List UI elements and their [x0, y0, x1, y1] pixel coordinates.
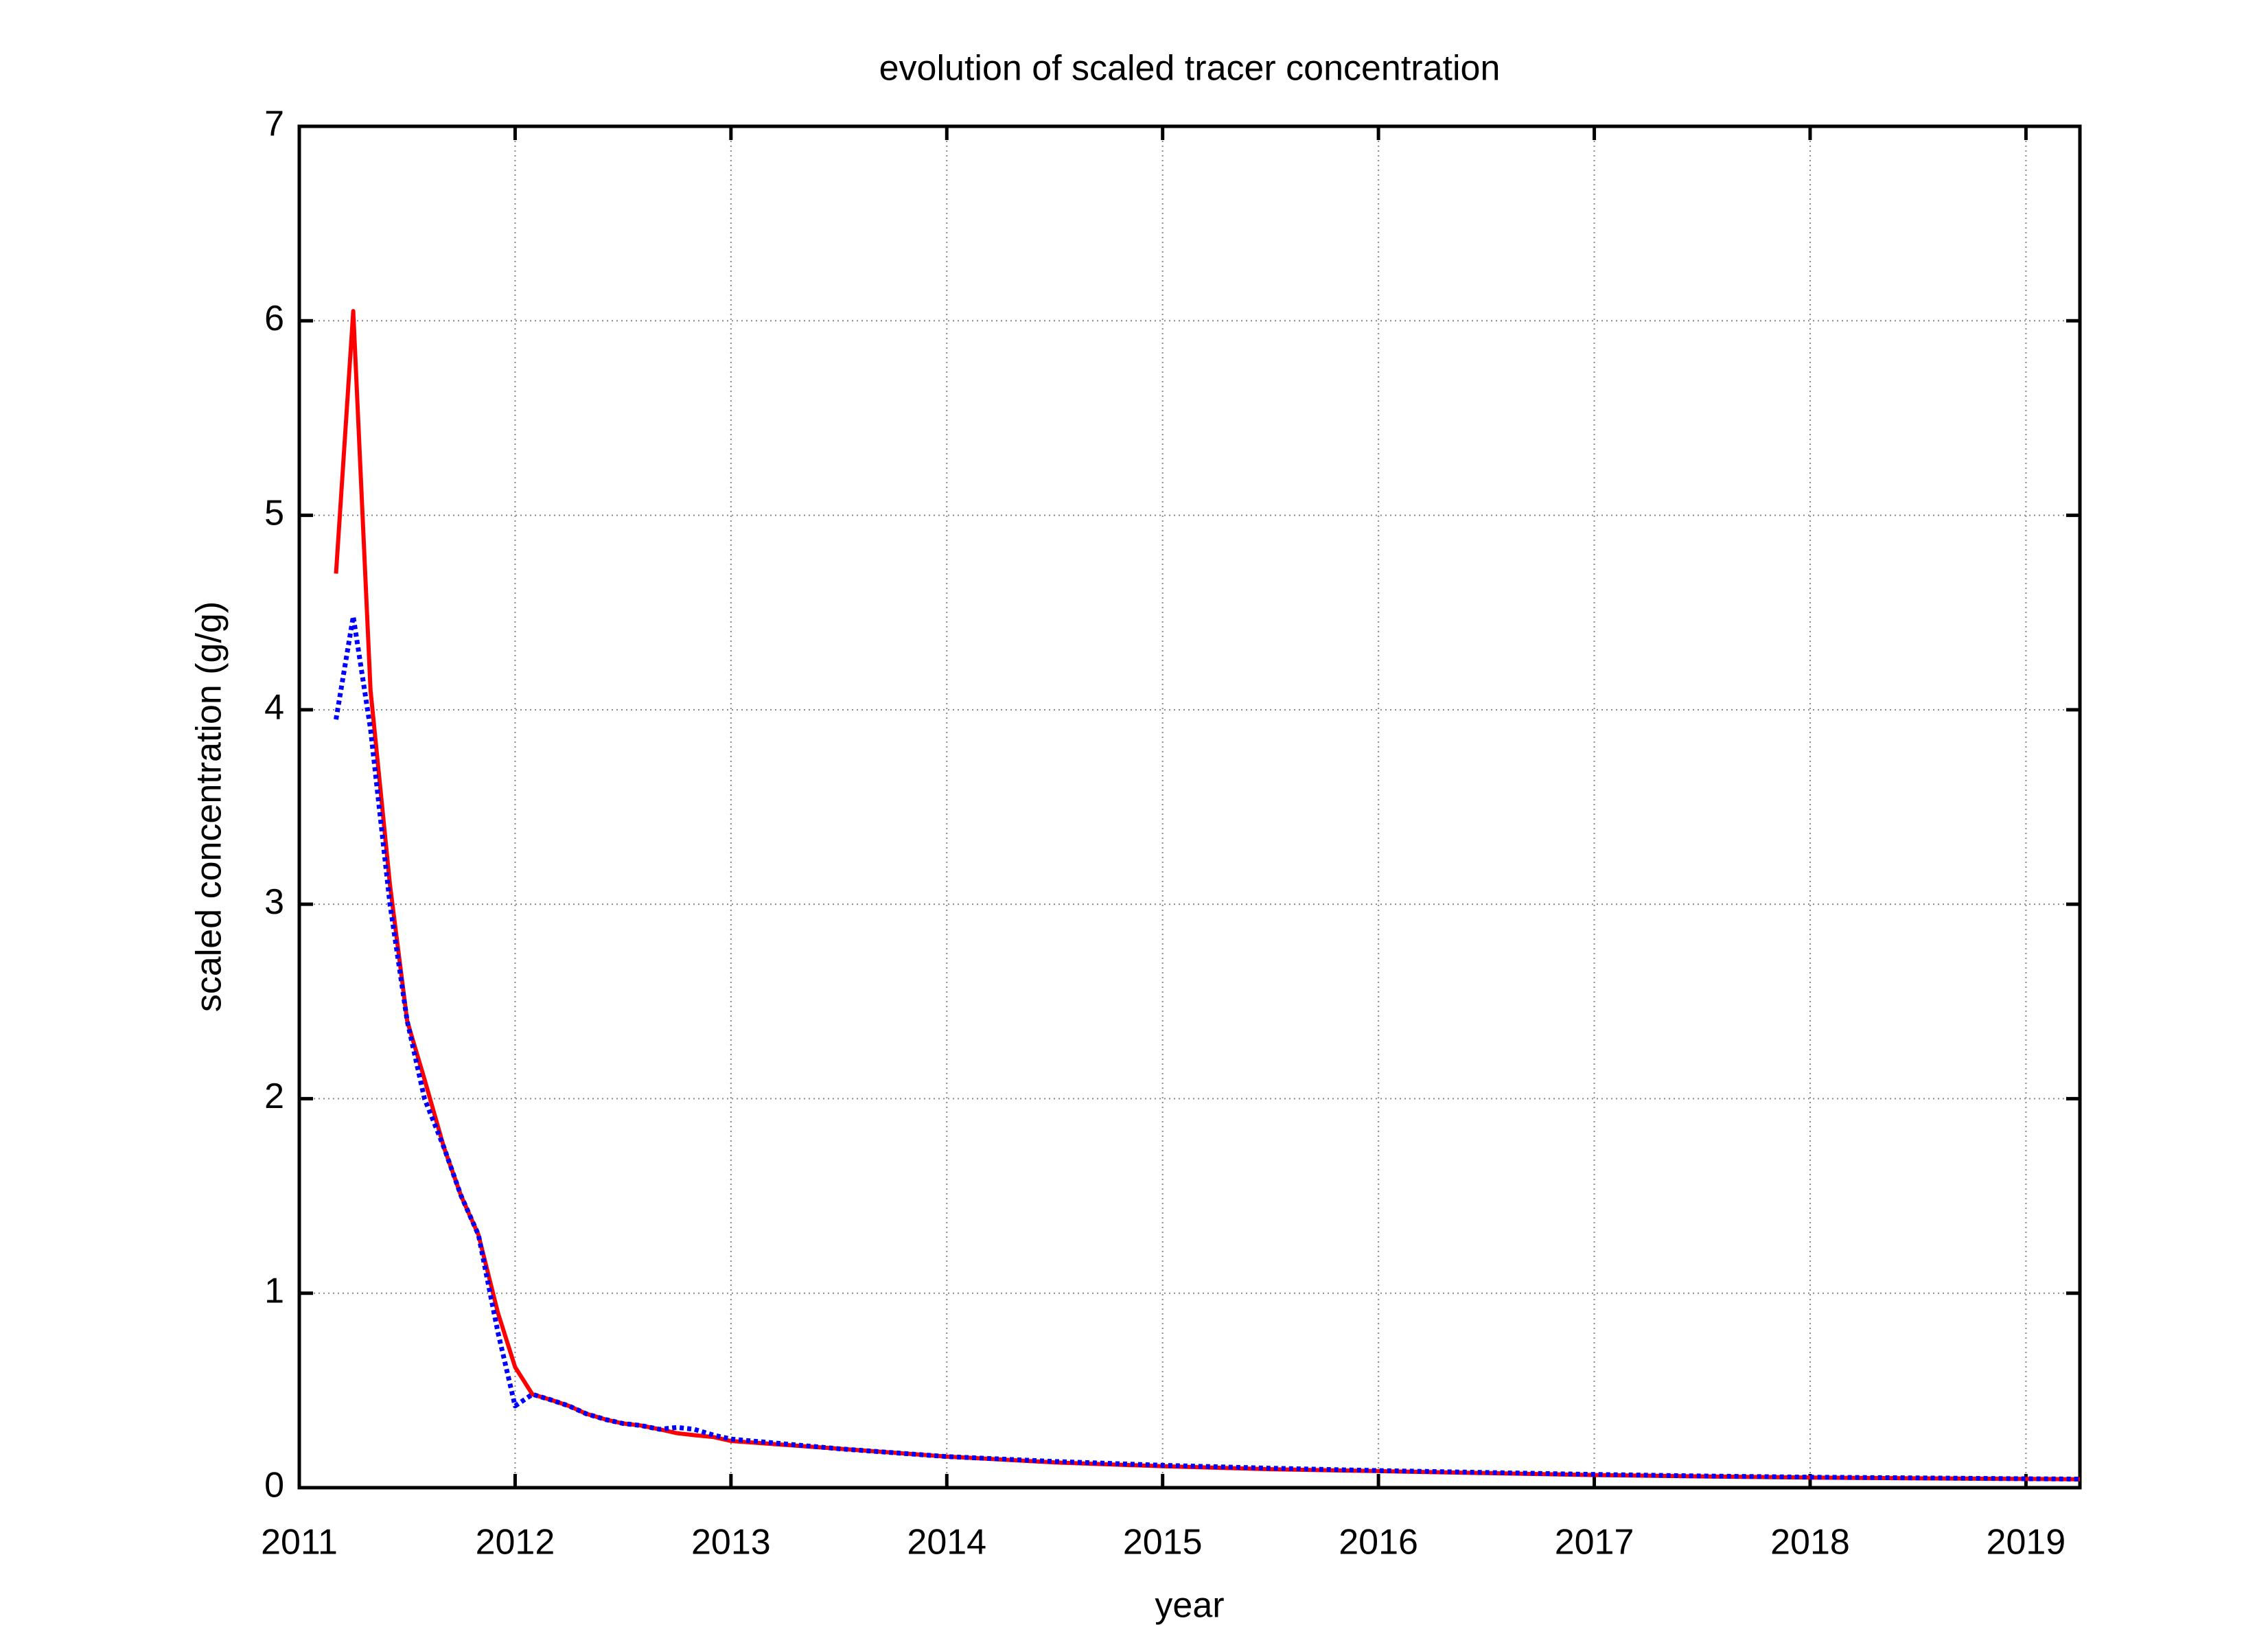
x-tick-label: 2017 [1555, 1523, 1634, 1562]
data-line [334, 614, 2081, 1481]
y-tick-label: 1 [264, 1271, 284, 1311]
plot-frame [297, 124, 2082, 1490]
data-line [334, 309, 2081, 1481]
y-tick-label: 4 [264, 688, 284, 728]
x-tick-label: 2018 [1770, 1523, 1850, 1562]
x-axis-label: year [1155, 1586, 1224, 1626]
y-tick-label: 7 [264, 104, 284, 144]
x-tick-label: 2011 [261, 1523, 338, 1562]
x-tick-label: 2012 [476, 1523, 555, 1562]
chart-title: evolution of scaled tracer concentration [879, 49, 1501, 89]
y-tick-label: 6 [264, 299, 284, 338]
x-tick-label: 2015 [1123, 1523, 1203, 1562]
x-tick-label: 2014 [907, 1523, 986, 1562]
x-tick-label: 2019 [1987, 1523, 2066, 1562]
y-tick-label: 2 [264, 1076, 284, 1116]
x-tick-label: 2013 [691, 1523, 771, 1562]
y-tick-label: 0 [264, 1466, 284, 1506]
x-tick-label: 2016 [1339, 1523, 1418, 1562]
y-tick-label: 5 [264, 493, 284, 533]
y-tick-label: 3 [264, 882, 284, 922]
y-axis-label: scaled concentration (g/g) [189, 601, 229, 1012]
